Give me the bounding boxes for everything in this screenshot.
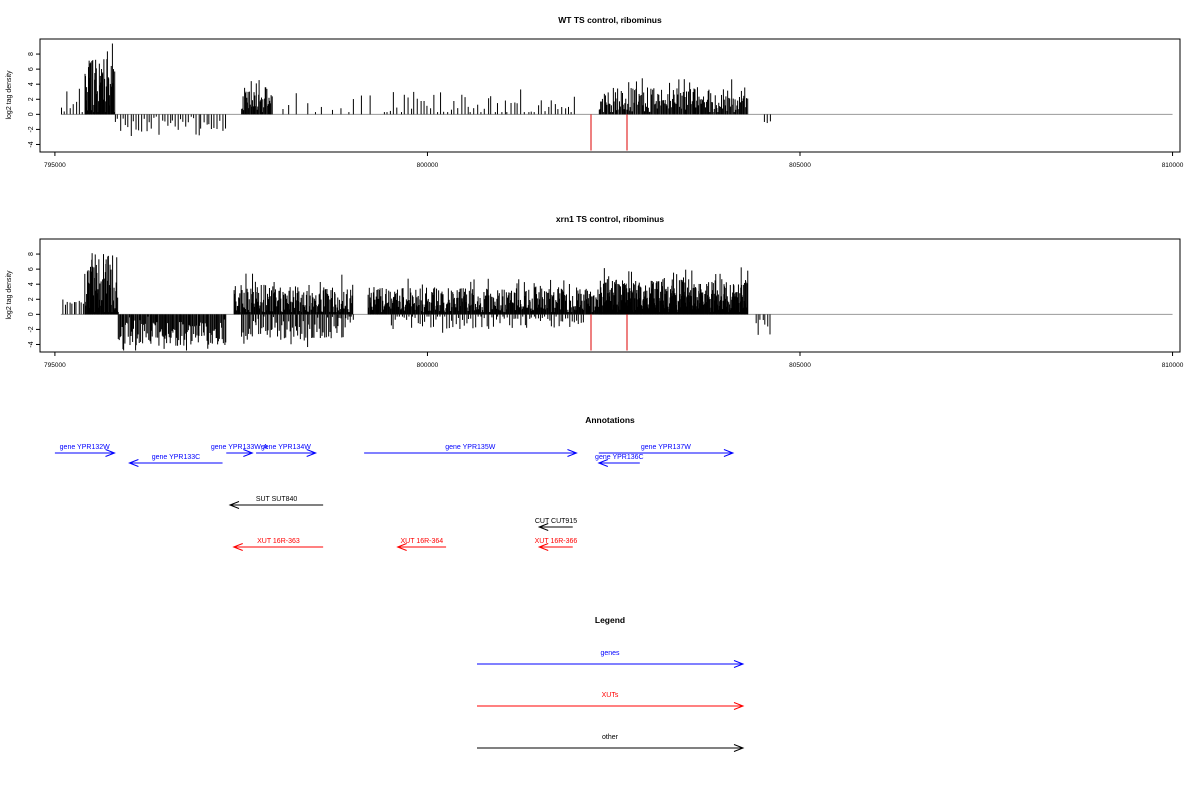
plot-frame [39,238,1181,353]
feature-arrow [228,501,324,509]
legend-panel: Legend genes XUTs other [477,615,745,752]
x-tick-label: 795000 [44,162,66,169]
panel-title: WT TS control, ribominus [558,15,662,25]
feature-arrow [537,523,573,531]
feature-label: XUT 16R-366 [535,538,578,545]
feature-label: gene YPR135W [445,444,495,451]
legend-label: XUTs [602,692,619,699]
bar-group [60,43,1173,151]
feature-arrow [256,449,318,457]
y-axis-label: log2 tag density [6,70,13,120]
legend-items: genes XUTs other [477,650,745,752]
y-tick-label: 4 [28,82,35,86]
feature-label: XUT 16R-363 [257,538,300,545]
y-tick-label: -2 [28,326,35,332]
feature-arrow [364,449,578,457]
feature-label: gene YPR132W [60,444,110,451]
panel-title: xrn1 TS control, ribominus [556,214,664,224]
wt-track-panel: WT TS control, ribominus log2 tag densit… [6,15,1184,169]
legend-arrow [477,744,745,752]
y-tick-label: 0 [28,312,35,316]
feature-arrow [232,543,324,551]
x-tick-label: 805000 [789,362,811,369]
xrn1-track-panel: xrn1 TS control, ribominus log2 tag dens… [6,214,1184,369]
axes: -4 -2 0 2 4 6 8 795000 800000 805000 810000 [28,252,1184,369]
feature-label: XUT 16R-364 [401,538,444,545]
y-axis-label: log2 tag density [6,270,13,320]
legend-arrow [477,702,745,710]
y-tick-label: 8 [28,252,35,256]
feature-label: SUT SUT840 [256,496,298,503]
feature-label: gene YPR137W [641,444,691,451]
feature-label: gene YPR133C [152,454,201,461]
plot-frame [39,38,1181,153]
y-tick-label: 2 [28,297,35,301]
feature-label: gene YPR133W-A [211,444,268,451]
legend-label: genes [600,650,620,657]
x-tick-label: 800000 [417,362,439,369]
legend-arrow [477,660,745,668]
legend-title: Legend [595,615,625,625]
feature-label: gene YPR136C [595,454,644,461]
x-tick-label: 795000 [44,362,66,369]
y-tick-label: 2 [28,97,35,101]
y-tick-label: 6 [28,67,35,71]
feature-arrow [597,459,640,467]
feature-arrow [128,459,223,467]
feature-arrow [598,449,735,457]
x-tick-label: 800000 [417,162,439,169]
x-tick-label: 810000 [1162,362,1184,369]
y-tick-label: 4 [28,282,35,286]
y-tick-label: 6 [28,267,35,271]
y-tick-label: -4 [28,141,35,147]
y-tick-label: 0 [28,112,35,116]
y-tick-label: 8 [28,52,35,56]
bar-group [60,253,1173,351]
annotations-panel: Annotations gene YPR132W gene YPR133C gene… [54,415,735,551]
feature-arrow [54,449,116,457]
feature-label: gene YPR134W [261,444,311,451]
legend-label: other [602,734,619,741]
axes: -4 -2 0 2 4 6 8 795000 800000 805000 810000 [28,52,1184,169]
x-tick-label: 805000 [789,162,811,169]
annotations-title: Annotations [585,415,635,425]
feature-label: CUT CUT915 [535,518,577,525]
feature-arrow [226,449,254,457]
y-tick-label: -4 [28,341,35,347]
feature-arrow [537,543,573,551]
feature-arrow [396,543,447,551]
y-tick-label: -2 [28,126,35,132]
x-tick-label: 810000 [1162,162,1184,169]
